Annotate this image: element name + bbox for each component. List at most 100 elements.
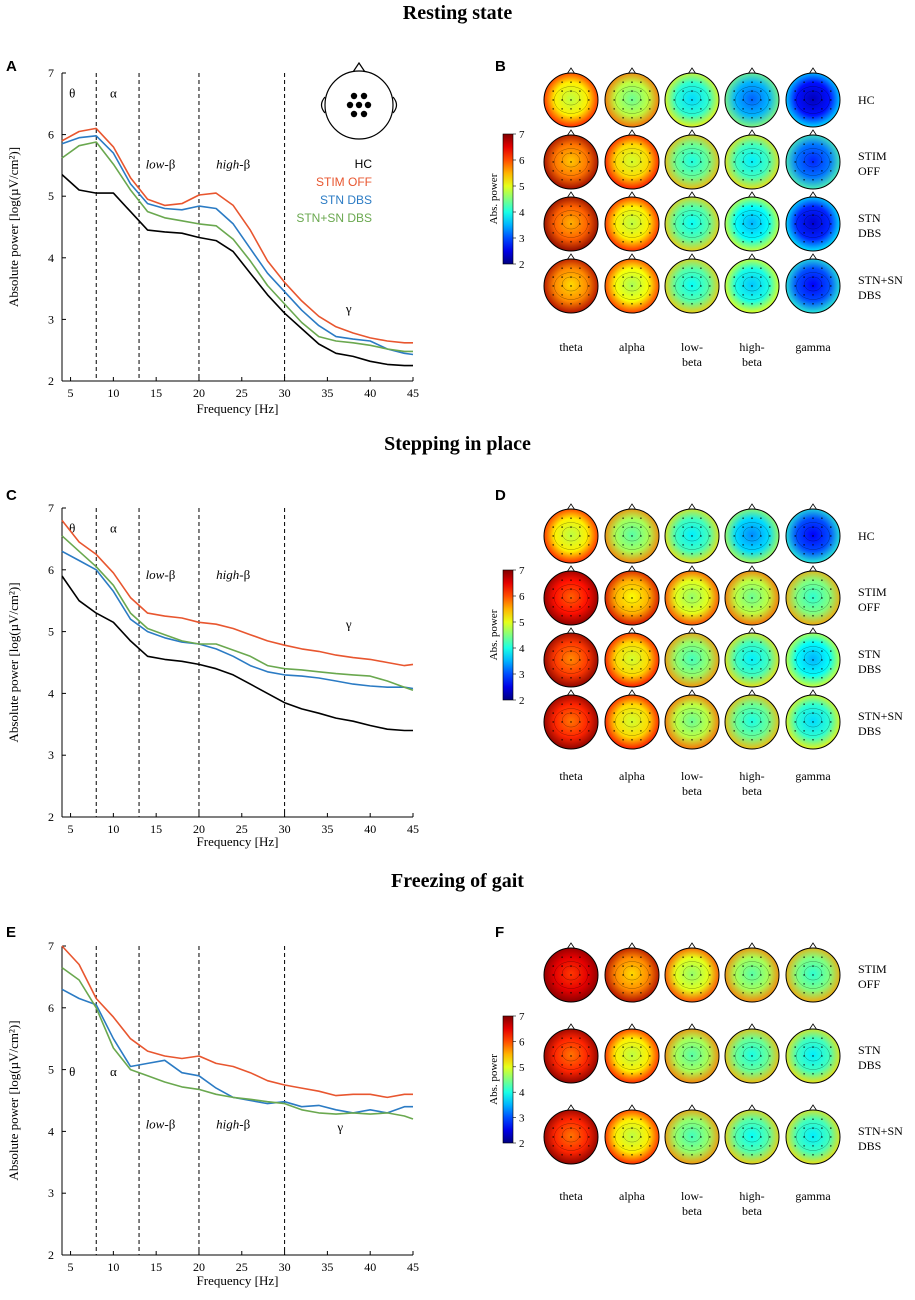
band-label: low-β xyxy=(146,156,176,171)
topo-electrode xyxy=(803,965,805,967)
topo-band-label: alpha xyxy=(619,1189,646,1203)
topo-electrode xyxy=(760,223,762,225)
topo-nose xyxy=(808,689,818,697)
condition-label: HC xyxy=(858,93,875,107)
topo-electrode xyxy=(579,143,581,145)
topo-electrode xyxy=(570,99,572,101)
topo-electrode xyxy=(760,983,762,985)
topo-electrode xyxy=(673,161,675,163)
topo-electrode xyxy=(760,143,762,145)
topo-electrode xyxy=(552,659,554,661)
topo-electrode xyxy=(649,730,651,732)
topo-contour xyxy=(554,1123,588,1151)
topo-electrode xyxy=(649,526,651,528)
topo-electrode xyxy=(588,152,590,154)
topo-electrode xyxy=(821,1064,823,1066)
head-ear-right xyxy=(392,96,398,114)
topo-electrode xyxy=(691,553,693,555)
topo-electrode xyxy=(700,285,702,287)
topo-electrode xyxy=(830,1145,832,1147)
topo-electrode xyxy=(812,1127,814,1129)
topo-electrode xyxy=(579,285,581,287)
topo-electrode xyxy=(579,1073,581,1075)
topo-electrode xyxy=(570,223,572,225)
topo-electrode xyxy=(709,285,711,287)
topo-electrode xyxy=(631,179,633,181)
topo-electrode xyxy=(803,1037,805,1039)
topo-electrode xyxy=(640,544,642,546)
topo-nose xyxy=(627,689,637,697)
topo-electrode xyxy=(631,668,633,670)
topo-electrode xyxy=(751,1073,753,1075)
topo-electrode xyxy=(691,117,693,119)
topo-electrode xyxy=(709,161,711,163)
topo-electrode xyxy=(673,1145,675,1147)
topo-electrode xyxy=(700,965,702,967)
electrode-dot xyxy=(360,110,368,118)
topo-electrode xyxy=(588,161,590,163)
topo-electrode xyxy=(812,143,814,145)
topo-electrode xyxy=(640,535,642,537)
topo-electrode xyxy=(631,1154,633,1156)
topo-electrode xyxy=(760,1073,762,1075)
topo-electrode xyxy=(673,170,675,172)
topo-nose xyxy=(627,503,637,511)
topo-electrode xyxy=(622,535,624,537)
topo-electrode xyxy=(733,1136,735,1138)
topo-nose xyxy=(808,191,818,199)
topo-electrode xyxy=(640,659,642,661)
topo-electrode xyxy=(649,668,651,670)
topo-electrode xyxy=(821,739,823,741)
topo-electrode xyxy=(733,597,735,599)
topo-electrode xyxy=(700,1136,702,1138)
topo-electrode xyxy=(709,276,711,278)
topo-electrode xyxy=(812,241,814,243)
topo-electrode xyxy=(561,1154,563,1156)
topo-electrode xyxy=(769,535,771,537)
topomap xyxy=(664,565,720,626)
colorbar-tick-label: 7 xyxy=(519,1011,525,1023)
topo-electrode xyxy=(760,730,762,732)
topo-electrode xyxy=(803,267,805,269)
topo-electrode xyxy=(579,712,581,714)
topo-electrode xyxy=(742,108,744,110)
x-tick-label: 5 xyxy=(68,822,74,836)
topo-electrode xyxy=(673,223,675,225)
topo-electrode xyxy=(709,1136,711,1138)
topo-electrode xyxy=(579,703,581,705)
topo-electrode xyxy=(760,214,762,216)
x-tick-label: 20 xyxy=(193,1260,205,1274)
topo-electrode xyxy=(579,659,581,661)
colorbar-tick-label: 7 xyxy=(519,129,525,141)
topo-electrode xyxy=(561,730,563,732)
topo-electrode xyxy=(700,579,702,581)
x-tick-label: 30 xyxy=(279,822,291,836)
colorbar-label: Abs. power xyxy=(488,609,500,660)
topo-electrode xyxy=(733,276,735,278)
topo-electrode xyxy=(649,1127,651,1129)
topo-electrode xyxy=(631,241,633,243)
topo-electrode xyxy=(631,712,633,714)
topo-electrode xyxy=(691,739,693,741)
topo-nose xyxy=(747,1104,757,1112)
topo-electrode xyxy=(733,285,735,287)
topo-electrode xyxy=(812,983,814,985)
topo-electrode xyxy=(622,1154,624,1156)
topo-electrode xyxy=(751,152,753,154)
topo-electrode xyxy=(751,1046,753,1048)
topo-electrode xyxy=(682,152,684,154)
topo-electrode xyxy=(570,1073,572,1075)
topo-electrode xyxy=(561,956,563,958)
topo-electrode xyxy=(631,721,633,723)
topo-electrode xyxy=(742,535,744,537)
topo-electrode xyxy=(691,232,693,234)
topo-electrode xyxy=(751,241,753,243)
topo-electrode xyxy=(700,294,702,296)
topomap xyxy=(604,942,660,1003)
topo-electrode xyxy=(622,1064,624,1066)
topo-electrode xyxy=(649,1064,651,1066)
topo-electrode xyxy=(552,99,554,101)
topo-electrode xyxy=(561,1127,563,1129)
topo-electrode xyxy=(812,267,814,269)
topo-electrode xyxy=(769,712,771,714)
